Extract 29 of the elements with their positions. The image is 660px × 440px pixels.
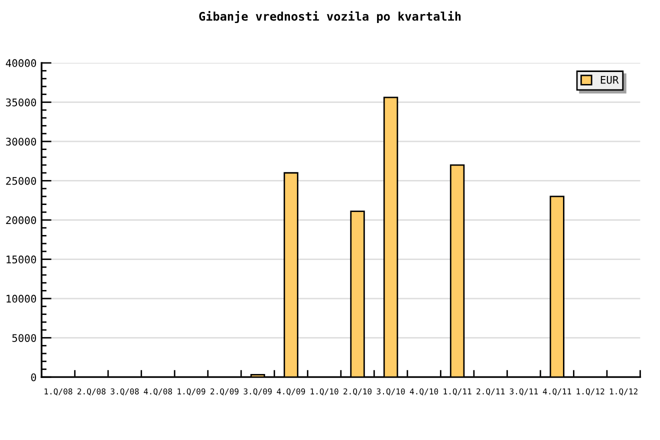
- x-tick-label: 1.Q/09: [178, 388, 206, 396]
- x-tick-label: 1.Q/12: [576, 388, 604, 396]
- y-tick-label: 35000: [6, 98, 36, 106]
- x-tick-label: 3.Q/10: [376, 388, 405, 396]
- x-tick-label: 1.Q/10: [310, 388, 338, 396]
- x-tick-label: 2.Q/10: [344, 388, 372, 396]
- x-tick-label: 4.Q/11: [542, 388, 572, 396]
- y-tick-label: 15000: [6, 256, 36, 264]
- x-tick-label: 1.Q/12: [610, 388, 638, 396]
- x-tick-label: 2.Q/11: [476, 388, 505, 396]
- chart-title: Gibanje vrednosti vozila po kvartalih: [199, 11, 461, 24]
- y-tick-label: 0: [31, 373, 36, 382]
- x-tick-label: 3.Q/11: [510, 388, 538, 396]
- y-tick-label: 30000: [6, 138, 36, 146]
- x-tick-label: 2.Q/08: [78, 388, 106, 396]
- y-tick-label: 20000: [6, 216, 36, 224]
- y-tick-label: 5000: [12, 334, 36, 342]
- y-tick-label: 10000: [6, 294, 36, 303]
- x-tick-label: 1.Q/08: [44, 388, 72, 396]
- x-tick-label: 2.Q/09: [210, 388, 238, 396]
- x-tick-label: 4.Q/10: [410, 388, 438, 396]
- legend-label: EUR: [600, 76, 619, 84]
- x-tick-label: 3.Q/08: [110, 388, 139, 396]
- y-tick-label: 25000: [6, 176, 36, 185]
- x-tick-label: 4.Q/08: [144, 388, 172, 396]
- y-tick-label: 40000: [6, 59, 36, 68]
- x-tick-label: 4.Q/09: [276, 388, 306, 396]
- x-tick-label: 1.Q/11: [444, 388, 472, 396]
- x-tick-label: 3.Q/09: [244, 388, 272, 396]
